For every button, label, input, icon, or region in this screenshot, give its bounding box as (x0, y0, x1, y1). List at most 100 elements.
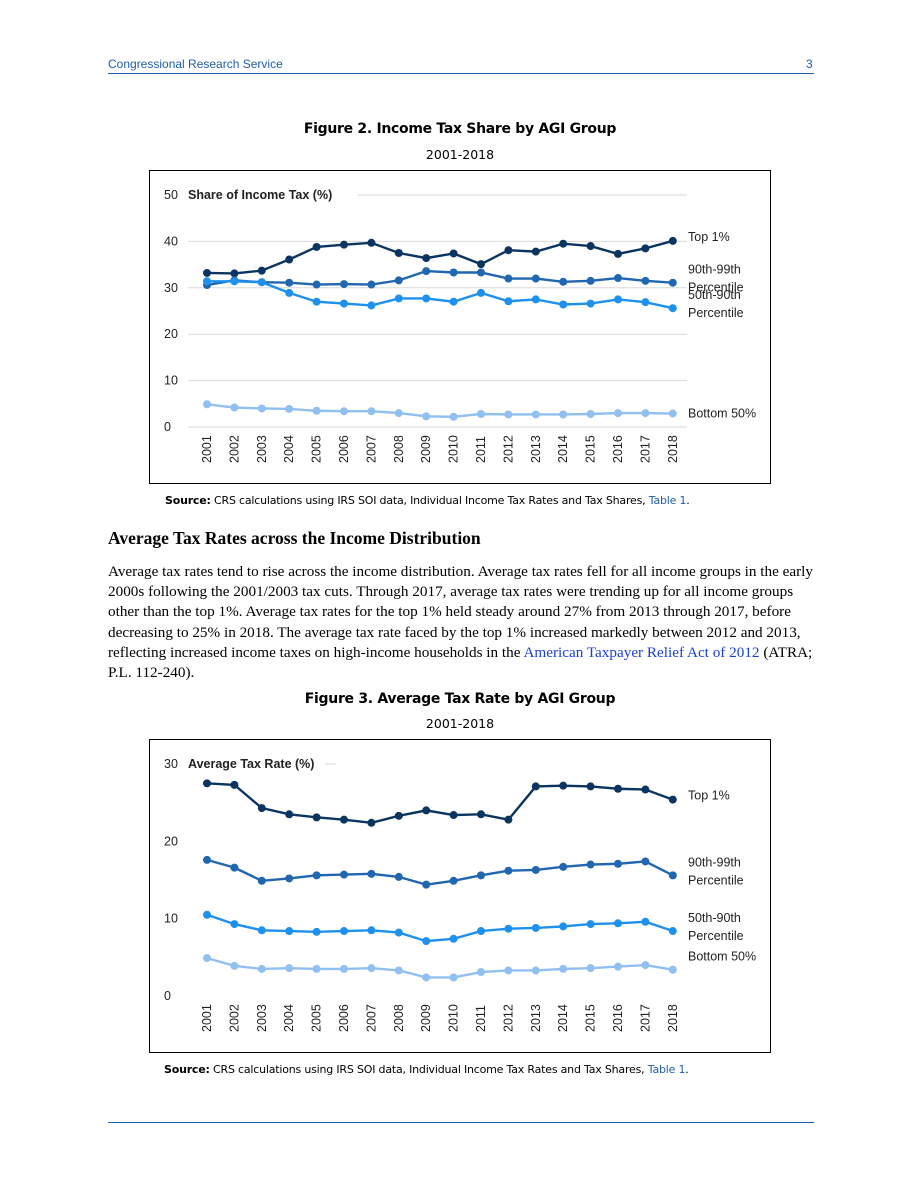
body-paragraph: Average tax rates tend to rise across th… (108, 562, 820, 683)
data-point (614, 919, 622, 928)
paragraph-text: Average tax rates tend to rise across th… (108, 563, 813, 661)
x-tick-label: 2012 (501, 435, 515, 463)
y-tick-label: 20 (164, 327, 178, 341)
header-rule (108, 73, 814, 74)
x-tick-label: 2008 (392, 435, 406, 463)
data-point (340, 870, 348, 879)
data-point (340, 927, 348, 936)
data-point (641, 961, 650, 970)
data-point (285, 964, 294, 973)
x-tick-label: 2010 (447, 1004, 461, 1032)
data-point (614, 274, 622, 283)
x-tick-label: 2006 (337, 435, 351, 463)
data-point (203, 954, 211, 963)
figure2-source: Source: CRS calculations using IRS SOI d… (165, 494, 690, 507)
data-point (504, 815, 513, 824)
series-line (206, 956, 674, 979)
data-point (668, 965, 677, 974)
data-point (285, 288, 294, 297)
data-point (203, 400, 211, 409)
data-point (230, 269, 239, 278)
x-tick-label: 2004 (282, 435, 296, 463)
x-tick-label: 2013 (529, 1004, 543, 1032)
data-point (312, 813, 321, 822)
data-point (504, 410, 513, 419)
x-tick-label: 2014 (556, 1004, 570, 1032)
y-tick-label: 0 (164, 420, 171, 434)
series-label: Percentile (688, 929, 744, 943)
data-point (422, 294, 431, 303)
x-tick-label: 2013 (529, 435, 543, 463)
x-tick-label: 2014 (556, 435, 570, 463)
table1-link[interactable]: Table 1 (647, 1063, 686, 1076)
data-point (340, 815, 348, 824)
y-tick-label: 0 (164, 989, 171, 1003)
data-point (531, 295, 540, 304)
x-tick-label: 2011 (474, 1005, 488, 1032)
x-tick-label: 2011 (474, 436, 488, 463)
data-point (586, 242, 595, 251)
data-point (614, 295, 622, 304)
data-point (614, 409, 622, 418)
series-label: Bottom 50% (688, 407, 756, 421)
data-point (422, 254, 431, 263)
y-tick-label: 30 (164, 281, 178, 295)
series-line (206, 782, 674, 824)
x-tick-label: 2009 (419, 435, 433, 463)
data-point (422, 267, 431, 276)
data-point (312, 242, 321, 251)
source-text: CRS calculations using IRS SOI data, Ind… (210, 494, 649, 507)
y-tick-label: 40 (164, 234, 178, 248)
x-tick-label: 2010 (447, 435, 461, 463)
data-point (449, 297, 458, 306)
data-point (203, 910, 211, 919)
data-point (340, 240, 348, 249)
data-point (559, 922, 568, 931)
source-label: Source: (164, 1063, 210, 1076)
series-line (206, 858, 674, 886)
data-point (641, 298, 650, 307)
data-point (422, 973, 431, 982)
data-point (477, 268, 485, 277)
y-tick-label: 30 (164, 757, 178, 771)
data-point (367, 926, 376, 935)
figure2-subtitle: 2001-2018 (425, 147, 495, 162)
data-point (257, 926, 266, 935)
series-line (207, 280, 674, 310)
data-point (422, 937, 431, 946)
data-point (586, 410, 595, 419)
data-point (531, 865, 540, 874)
data-point (394, 294, 403, 303)
data-point (367, 301, 376, 310)
atra-link[interactable]: American Taxpayer Relief Act of 2012 (523, 643, 760, 661)
x-tick-label: 2002 (227, 1004, 241, 1032)
source-end: . (686, 494, 690, 507)
data-point (285, 927, 294, 936)
data-point (203, 277, 211, 286)
data-point (668, 409, 677, 418)
figure3-title: Figure 3. Average Tax Rate by AGI Group (304, 691, 616, 707)
x-tick-label: 2006 (337, 1004, 351, 1032)
footer-rule (108, 1122, 814, 1123)
data-point (668, 236, 677, 245)
data-point (394, 276, 403, 285)
data-point (230, 277, 239, 286)
data-point (394, 249, 403, 257)
source-text: CRS calculations using IRS SOI data, Ind… (209, 1063, 648, 1076)
x-tick-label: 2001 (200, 435, 214, 463)
data-point (531, 274, 540, 283)
data-point (504, 297, 513, 306)
data-point (203, 268, 211, 277)
data-point (340, 964, 348, 973)
data-point (586, 860, 595, 869)
data-point (285, 404, 294, 413)
series-label: Top 1% (688, 230, 730, 244)
x-tick-label: 2007 (364, 435, 378, 463)
data-point (285, 810, 294, 819)
x-tick-label: 2007 (364, 1004, 378, 1032)
data-point (257, 964, 266, 973)
table1-link[interactable]: Table 1 (648, 494, 687, 507)
x-tick-label: 2003 (255, 1004, 269, 1032)
series-label: Percentile (688, 281, 744, 295)
data-point (230, 920, 239, 929)
